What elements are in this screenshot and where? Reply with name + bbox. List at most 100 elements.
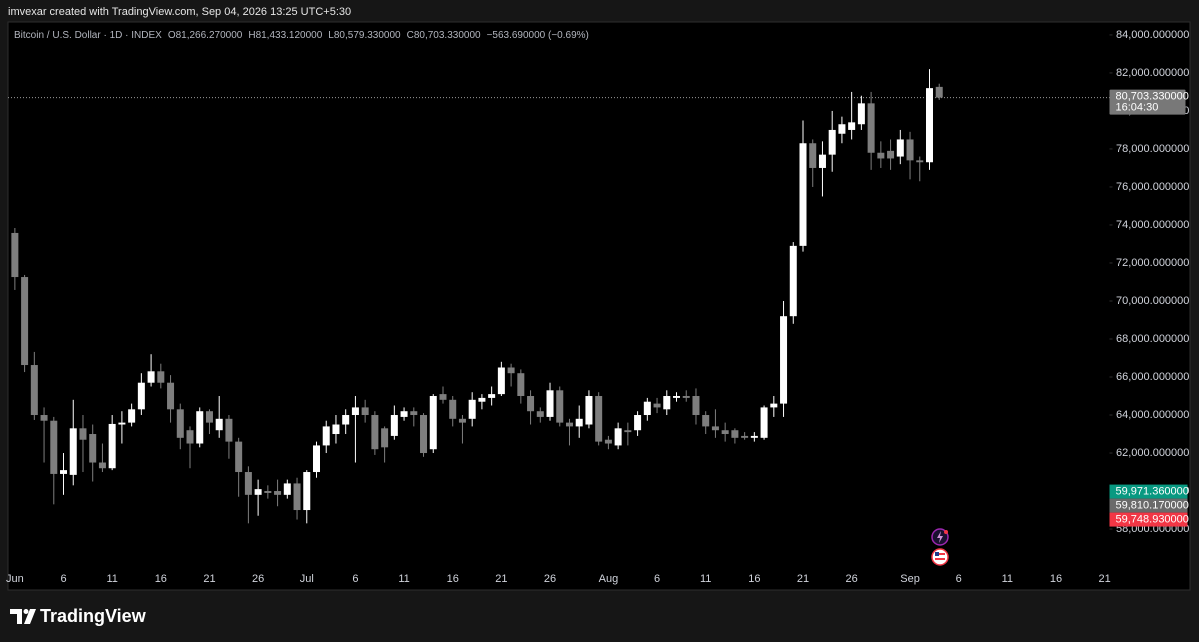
candle-body	[780, 316, 788, 404]
candle-body	[108, 423, 116, 469]
candle-body	[303, 472, 311, 511]
candle-body	[351, 407, 359, 416]
last-price-label: 80,703.330000	[1116, 90, 1189, 102]
price-label-box	[1109, 484, 1188, 499]
candle-body	[906, 139, 914, 161]
candle-body	[488, 394, 496, 398]
legend-item: 80,703.330000	[414, 30, 481, 41]
candle-body	[137, 382, 145, 410]
candle-body	[818, 154, 826, 168]
candle-body	[789, 245, 797, 317]
candle-body	[507, 367, 515, 374]
x-tick-label: 6	[956, 573, 962, 585]
x-tick-label: 11	[398, 573, 409, 585]
candle-body	[575, 418, 583, 427]
candle-body	[692, 396, 700, 416]
legend: Bitcoin / U.S. Dollar · 1D · INDEX O81,26…	[14, 30, 589, 41]
candle-body	[215, 418, 223, 431]
candle-body	[604, 439, 612, 444]
flag-stripe	[935, 558, 945, 560]
candle-body	[634, 415, 642, 431]
candle-body	[867, 103, 875, 153]
candle-body	[361, 407, 369, 416]
legend-item: Bitcoin / U.S. Dollar · 1D · INDEX	[14, 30, 162, 41]
candle-body	[673, 396, 681, 398]
y-tick-label: 62,000.000000	[1116, 447, 1189, 459]
logo-dot	[23, 609, 29, 614]
candle-body	[702, 415, 710, 427]
y-tick-label: 84,000.000000	[1116, 29, 1189, 41]
candle-body	[536, 411, 544, 417]
candle-body	[887, 150, 895, 159]
candle-body	[565, 422, 573, 427]
candle-body	[848, 122, 856, 130]
x-tick-label: 6	[352, 573, 358, 585]
x-tick-label: 11	[700, 573, 711, 585]
candle-body	[244, 472, 252, 495]
y-tick-label: 64,000.000000	[1116, 409, 1189, 421]
event-icons	[931, 528, 949, 566]
candle-body	[828, 129, 836, 155]
candle-body	[896, 139, 904, 157]
candle-body	[312, 445, 321, 473]
x-tick-label: 26	[544, 573, 556, 585]
candle-body	[410, 411, 418, 416]
price-label: 59,971.360000	[1116, 485, 1189, 497]
price-label: 59,748.930000	[1116, 513, 1189, 525]
candle-body	[838, 124, 846, 134]
candle-body	[517, 373, 525, 397]
candle-body	[809, 143, 817, 168]
candle-body	[624, 430, 632, 433]
candle-body	[760, 407, 768, 438]
candle-body	[439, 394, 447, 400]
candle-body	[468, 399, 476, 419]
x-tick-label: Sep	[900, 573, 920, 585]
logo-mark	[10, 609, 22, 624]
last-price-box	[1109, 89, 1186, 115]
y-tick-label: 68,000.000000	[1116, 333, 1189, 345]
candle-body	[69, 428, 77, 475]
candle-body	[176, 409, 184, 438]
candle-body	[50, 420, 58, 474]
candle-body	[225, 418, 233, 442]
candle-body	[30, 365, 38, 416]
candle-body	[21, 277, 29, 366]
candle-body	[342, 415, 350, 425]
brand-logo	[10, 609, 36, 624]
flag-stripe	[935, 553, 945, 555]
candle-body	[643, 401, 651, 416]
brand: TradingView	[40, 606, 147, 626]
x-tick-label: 11	[1002, 573, 1013, 585]
legend-item: 81,433.120000	[256, 30, 323, 41]
candle-body	[89, 434, 97, 463]
candle-body	[497, 367, 505, 395]
credit: imvexar created with TradingView.com, Se…	[8, 6, 351, 18]
y-tick-label: 78,000.000000	[1116, 143, 1189, 155]
candle-body	[264, 491, 272, 493]
candle-body	[877, 152, 885, 159]
candle-body	[205, 411, 213, 423]
x-tick-label: Aug	[599, 573, 619, 585]
candle-body	[546, 390, 554, 417]
candle-body	[429, 396, 437, 450]
candle-body	[614, 428, 622, 446]
x-tick-label: 21	[495, 573, 507, 585]
legend-item: L	[328, 30, 334, 41]
y-tick-label: 82,000.000000	[1116, 67, 1189, 79]
candle-body	[128, 409, 136, 423]
candle-body	[595, 396, 603, 442]
legend-item: H	[248, 30, 255, 41]
candle-body	[420, 415, 428, 454]
candle-body	[663, 396, 671, 410]
event-dot	[944, 530, 948, 534]
candle-body	[147, 371, 155, 383]
candle-body	[254, 489, 262, 495]
flag-canton	[935, 552, 939, 556]
candle-body	[98, 462, 106, 469]
x-tick-label: 21	[203, 573, 215, 585]
candle-body	[400, 411, 408, 417]
candle-body	[585, 396, 593, 425]
y-tick-label: 72,000.000000	[1116, 257, 1189, 269]
